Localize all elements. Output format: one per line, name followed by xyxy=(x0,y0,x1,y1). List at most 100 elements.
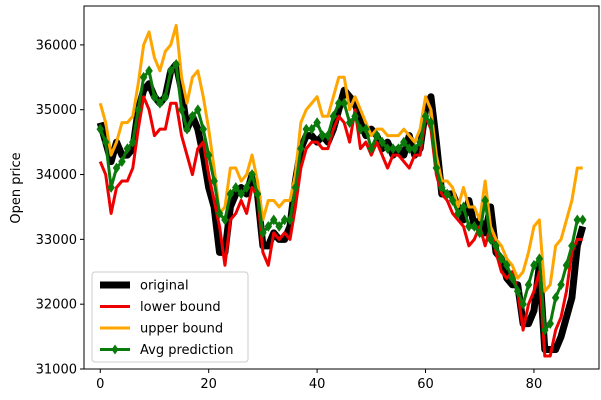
data-point-avg-prediction xyxy=(101,136,110,148)
data-point-avg-prediction xyxy=(118,156,126,167)
plot-area xyxy=(96,23,587,358)
data-point-avg-prediction xyxy=(286,214,294,226)
data-point-avg-prediction xyxy=(400,136,408,148)
data-point-avg-prediction xyxy=(432,162,441,174)
data-point-avg-prediction xyxy=(307,123,316,135)
data-point-avg-prediction xyxy=(459,201,468,213)
data-point-avg-prediction xyxy=(134,104,142,116)
data-point-avg-prediction xyxy=(378,136,386,148)
legend-marker xyxy=(111,344,119,355)
legend-label: upper bound xyxy=(140,322,223,337)
data-point-avg-prediction xyxy=(513,285,522,297)
data-point-avg-prediction xyxy=(345,117,354,129)
series-line-lower-bound xyxy=(98,95,583,358)
data-point-avg-prediction xyxy=(356,123,365,135)
data-point-avg-prediction xyxy=(497,253,506,265)
data-point-avg-prediction xyxy=(367,143,376,154)
data-point-avg-prediction xyxy=(481,195,489,206)
data-point-avg-prediction xyxy=(524,279,533,291)
data-point-avg-prediction xyxy=(112,162,121,174)
legend: original lower bound upper bound Avg predic… xyxy=(91,271,249,363)
data-point-avg-prediction xyxy=(519,298,527,310)
data-point-avg-prediction xyxy=(383,143,392,154)
data-point-avg-prediction xyxy=(297,143,305,154)
data-point-avg-prediction xyxy=(562,259,571,271)
data-point-avg-prediction xyxy=(248,169,256,180)
data-point-avg-prediction xyxy=(427,117,435,129)
data-point-avg-prediction xyxy=(443,188,451,200)
data-point-avg-prediction xyxy=(389,143,397,154)
axes: 31000 32000 33000 34000 35000 36000 0 20 40 60 80 xyxy=(36,5,600,392)
data-point-avg-prediction xyxy=(351,110,359,122)
x-tick-label: 40 xyxy=(309,377,326,392)
data-point-avg-prediction xyxy=(372,130,381,142)
data-point-avg-prediction xyxy=(221,214,229,226)
data-point-avg-prediction xyxy=(448,195,457,206)
data-point-avg-prediction xyxy=(226,188,235,200)
data-point-avg-prediction xyxy=(161,91,170,103)
data-point-avg-prediction xyxy=(551,292,560,304)
data-point-avg-prediction xyxy=(210,175,218,187)
data-point-avg-prediction xyxy=(557,279,565,291)
data-point-avg-prediction xyxy=(199,123,208,135)
data-point-avg-prediction xyxy=(438,182,446,193)
y-tick-label: 34000 xyxy=(36,168,77,183)
data-point-avg-prediction xyxy=(194,104,202,116)
data-point-avg-prediction xyxy=(578,214,587,226)
data-point-avg-prediction xyxy=(492,240,500,252)
data-point-avg-prediction xyxy=(546,318,554,329)
data-point-avg-prediction xyxy=(259,227,267,239)
data-point-avg-prediction xyxy=(410,143,419,154)
data-point-avg-prediction xyxy=(232,182,240,193)
data-point-avg-prediction xyxy=(156,97,164,109)
data-point-avg-prediction xyxy=(253,188,262,200)
data-point-avg-prediction xyxy=(318,130,327,142)
y-tick-label: 32000 xyxy=(36,298,77,313)
legend-label: original xyxy=(140,279,189,294)
x-tick-label: 0 xyxy=(96,377,104,392)
data-point-avg-prediction xyxy=(215,208,224,219)
data-point-avg-prediction xyxy=(188,110,197,122)
y-axis-label: Open price xyxy=(9,152,24,223)
data-point-avg-prediction xyxy=(465,221,473,232)
legend-box xyxy=(91,271,249,363)
legend-label: Avg prediction xyxy=(140,343,233,358)
data-point-avg-prediction xyxy=(291,182,300,193)
data-point-avg-prediction xyxy=(573,214,582,226)
data-point-avg-prediction xyxy=(183,123,191,135)
data-point-avg-prediction xyxy=(166,65,175,77)
data-point-avg-prediction xyxy=(486,233,495,245)
data-point-avg-prediction xyxy=(405,143,414,154)
data-point-avg-prediction xyxy=(264,221,273,232)
y-tick-label: 31000 xyxy=(36,363,77,378)
data-point-avg-prediction xyxy=(280,214,289,226)
data-point-avg-prediction xyxy=(139,71,148,83)
data-point-avg-prediction xyxy=(269,214,278,226)
data-point-avg-prediction xyxy=(324,130,332,142)
legend-label: lower bound xyxy=(140,300,221,315)
data-point-avg-prediction xyxy=(123,143,132,154)
data-point-avg-prediction xyxy=(503,259,511,271)
data-point-avg-prediction xyxy=(421,110,430,122)
data-point-avg-prediction xyxy=(107,182,115,193)
data-point-avg-prediction xyxy=(150,91,159,103)
x-tick-label: 80 xyxy=(526,377,543,392)
data-point-avg-prediction xyxy=(416,136,424,148)
plot-frame xyxy=(83,5,600,370)
data-point-avg-prediction xyxy=(172,58,180,70)
y-tick-label: 33000 xyxy=(36,233,77,248)
data-point-avg-prediction xyxy=(177,104,186,116)
data-point-avg-prediction xyxy=(340,97,348,109)
data-point-avg-prediction xyxy=(508,272,517,284)
data-point-avg-prediction xyxy=(204,149,213,161)
data-point-avg-prediction xyxy=(530,259,538,271)
data-point-avg-prediction xyxy=(96,123,105,135)
data-point-avg-prediction xyxy=(475,227,484,239)
data-point-avg-prediction xyxy=(454,208,462,219)
data-point-avg-prediction xyxy=(237,188,245,200)
data-point-avg-prediction xyxy=(129,136,137,148)
data-point-avg-prediction xyxy=(470,221,479,232)
